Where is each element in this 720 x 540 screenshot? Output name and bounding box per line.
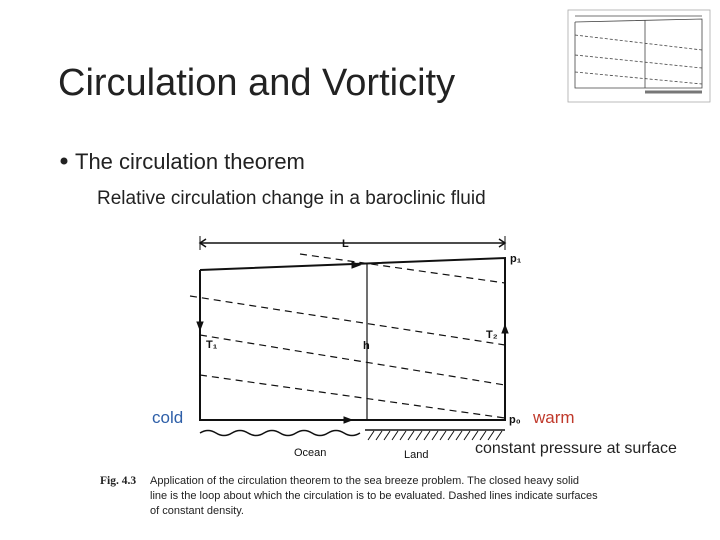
figure-diagram: [189, 236, 509, 441]
thumbnail: [567, 9, 711, 103]
caption-line: line is the loop about which the circula…: [150, 490, 598, 502]
label-ocean: Ocean: [294, 447, 326, 459]
caption-number: Fig. 4.3: [100, 475, 136, 487]
bullet-sub: Relative circulation change in a barocli…: [97, 188, 486, 209]
label-h: h: [363, 340, 370, 352]
caption-line: Application of the circulation theorem t…: [150, 475, 579, 487]
label-L: L: [342, 238, 349, 250]
slide-title: Circulation and Vorticity: [58, 62, 455, 104]
label-T2: T₂: [486, 329, 498, 341]
label-p1: p₁: [510, 253, 522, 265]
label-land: Land: [404, 449, 428, 461]
label-T1: T₁: [206, 339, 218, 351]
annotation-warm: warm: [532, 408, 575, 427]
label-p0: p₀: [509, 414, 521, 426]
annotation-cold: cold: [152, 408, 183, 427]
annotation-surface: constant pressure at surface: [475, 440, 677, 457]
caption-line: of constant density.: [150, 505, 244, 517]
bullet-dot: [60, 157, 68, 165]
bullet-main: The circulation theorem: [75, 149, 305, 174]
